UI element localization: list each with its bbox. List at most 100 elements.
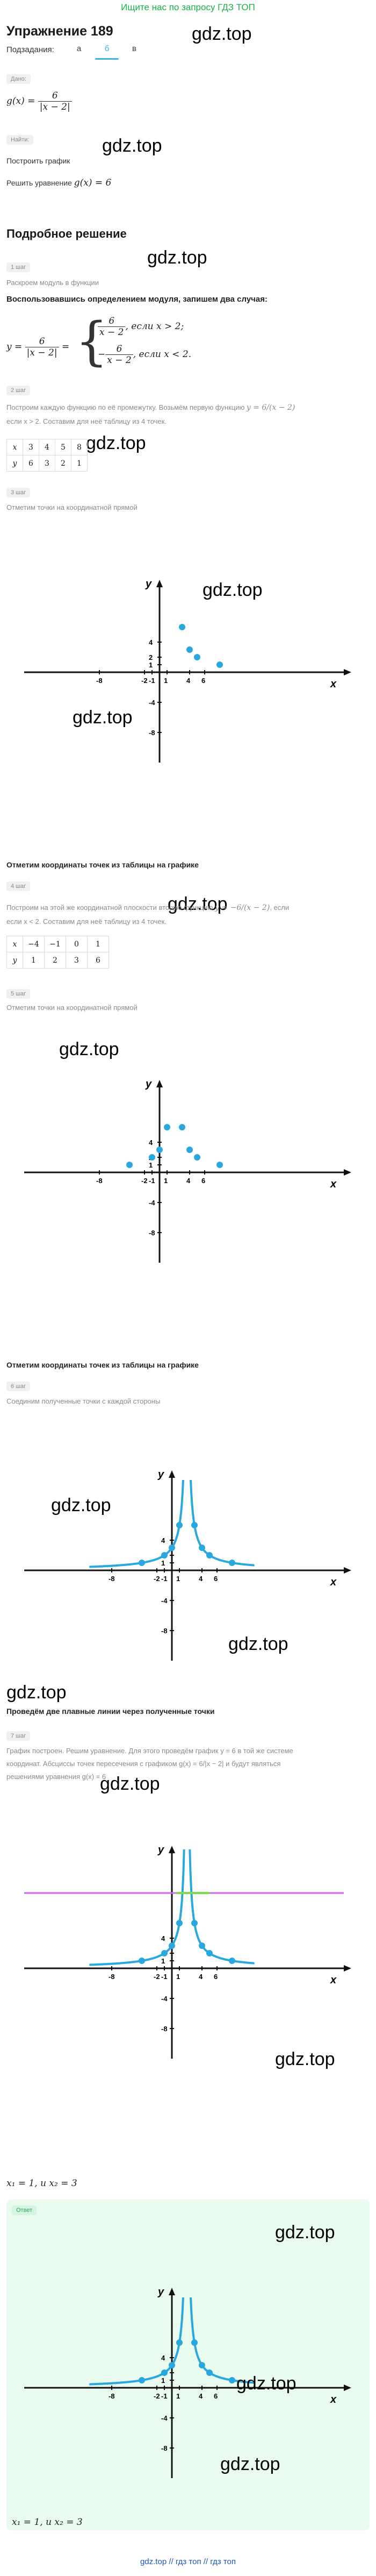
x-axis-label: x	[330, 1576, 337, 1588]
x-tick-label: -8	[109, 1575, 115, 1583]
x-axis-arrow	[344, 1965, 351, 1972]
data-point	[191, 2339, 198, 2346]
data-point	[126, 1162, 133, 1168]
find-task-2: Решить уравнение g(x) = 6	[6, 177, 112, 188]
data-point	[139, 1560, 145, 1566]
data-point	[164, 1124, 170, 1130]
tab-a[interactable]: а	[76, 44, 82, 53]
result: x₁ = 1, и x₂ = 3	[6, 2178, 77, 2189]
watermark: gdz.top	[86, 433, 146, 453]
tab-c[interactable]: в	[132, 44, 136, 53]
data-point	[169, 1545, 175, 1551]
watermark: gdz.top	[220, 2454, 280, 2474]
watermark: gdz.top	[275, 2222, 335, 2243]
y-tick-label: 4	[161, 1934, 165, 1942]
x-axis-arrow	[344, 669, 351, 675]
y-tick-label: 4	[161, 2354, 165, 2362]
x-axis-arrow	[344, 1567, 351, 1574]
x-tick-label: 1	[176, 2392, 180, 2400]
curve-right	[190, 1479, 255, 1567]
watermark: gdz.top	[51, 1495, 111, 1515]
x-tick-label: -8	[96, 677, 103, 685]
y-tick-label: 4	[149, 1138, 153, 1147]
answer-box	[6, 2200, 370, 2530]
x-axis-arrow	[344, 1169, 351, 1176]
mark-caption-2: Отметим координаты точек из таблицы на г…	[6, 1361, 199, 1369]
x-tick-label: -1	[161, 2392, 168, 2400]
watermark: gdz.top	[59, 1039, 119, 1059]
x-tick-label: 4	[199, 1575, 203, 1583]
y-tick-label: 4	[149, 638, 153, 646]
curve-left	[89, 1479, 184, 1568]
footer-links[interactable]: gdz.top // гдз топ // гдз топ	[140, 2557, 236, 2566]
y-tick-label: -4	[161, 1597, 168, 1605]
data-point	[229, 2377, 235, 2383]
answer-label: Ответ	[12, 2205, 37, 2215]
y-tick-label: 1	[149, 661, 153, 669]
y-tick-label: 2	[149, 653, 153, 661]
given-label: Дано:	[6, 74, 31, 84]
y-tick-label: -8	[161, 2025, 168, 2033]
data-point	[186, 1147, 193, 1153]
data-point	[216, 1162, 223, 1168]
watermark: gdz.top	[275, 2049, 335, 2069]
step-4-badge: 4 шаг	[6, 881, 31, 891]
data-point	[161, 1950, 168, 1956]
y-axis-label: y	[157, 1844, 164, 1856]
data-point	[176, 1920, 183, 1926]
x-tick-label: 4	[199, 2392, 203, 2400]
data-point	[199, 2362, 205, 2368]
data-point	[179, 1124, 185, 1130]
x-tick-label: 1	[164, 677, 168, 685]
y-axis-arrow	[156, 1080, 163, 1087]
y-tick-label: 1	[149, 1161, 153, 1169]
x-tick-label: 4	[186, 677, 191, 685]
data-point	[149, 1154, 155, 1161]
x-tick-label: 4	[199, 1973, 203, 1981]
x-tick-label: 6	[201, 677, 205, 685]
step-3-badge: 3 шаг	[6, 487, 31, 497]
subtasks-label: Подзадания:	[6, 45, 54, 54]
watermark: gdz.top	[203, 580, 263, 600]
data-point	[179, 624, 185, 630]
watermark: gdz.top	[228, 1634, 288, 1654]
y-axis-label: y	[157, 2286, 164, 2298]
data-point	[229, 1560, 235, 1566]
x-axis-label: x	[330, 678, 337, 690]
step-6-badge: 6 шаг	[6, 1381, 31, 1391]
find-task-1: Построить график	[6, 156, 70, 165]
data-point	[199, 1942, 205, 1949]
x-tick-label: 6	[214, 2392, 218, 2400]
data-point	[206, 2369, 213, 2376]
step-2-note-b: если x > 2. Составим для неё таблицу из …	[6, 417, 167, 425]
x-tick-label: -8	[109, 2392, 115, 2400]
step-4-note-b: если x < 2. Составим для неё таблицу из …	[6, 917, 167, 926]
x-tick-label: -2	[154, 2392, 160, 2400]
top-banner[interactable]: Ищите нас по запросу ГДЗ ТОП	[121, 2, 255, 12]
x-tick-label: -8	[96, 1177, 103, 1185]
y-tick-label: 1	[161, 1957, 165, 1965]
x-tick-label: -1	[149, 677, 155, 685]
x-axis-arrow	[344, 2385, 351, 2391]
step-2-badge: 2 шаг	[6, 385, 31, 395]
x-tick-label: -2	[141, 1177, 148, 1185]
data-point	[169, 2362, 175, 2368]
tab-b[interactable]: б	[104, 44, 110, 53]
data-point	[194, 1154, 200, 1161]
data-point	[139, 2377, 145, 2383]
y-axis-label: y	[145, 578, 152, 590]
y-axis-arrow	[169, 1470, 175, 1478]
step-6-note: Соединим полученные точки с каждой сторо…	[6, 1397, 161, 1405]
x-axis-label: x	[330, 2394, 337, 2406]
curve-left	[89, 1849, 185, 1966]
given-formula: g(x) = 6 |x − 2|	[6, 90, 72, 112]
y-tick-label: -8	[161, 2444, 168, 2452]
y-tick-label: -8	[161, 1627, 168, 1635]
y-axis-arrow	[156, 580, 163, 587]
y-tick-label: -4	[161, 2414, 168, 2422]
data-point	[156, 1147, 163, 1153]
x-tick-label: 6	[214, 1575, 218, 1583]
